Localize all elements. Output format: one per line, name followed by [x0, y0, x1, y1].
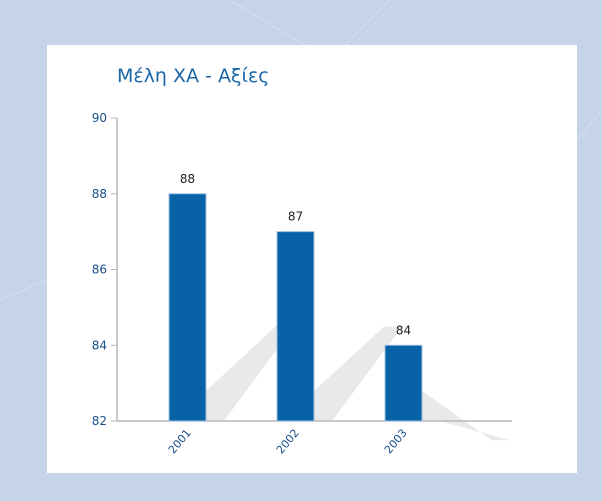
y-tick-label: 88 [92, 187, 107, 201]
bar [168, 193, 207, 422]
bar-shadow [422, 391, 510, 441]
data-label: 84 [396, 323, 411, 337]
y-tick-label: 90 [92, 111, 107, 125]
bar-shadow [314, 326, 402, 421]
bar-shadow [206, 326, 294, 421]
bar [384, 344, 423, 422]
x-tick-label: 2001 [166, 427, 194, 457]
chart-panel: Μέλη ΧΑ - Αξίες 82 84 86 88 90 88 2001 87 2002 84… [47, 45, 577, 473]
bar [276, 231, 315, 422]
chart-title: Μέλη ΧΑ - Αξίες [117, 65, 270, 87]
data-label: 87 [288, 210, 303, 224]
y-tick-label: 82 [92, 414, 107, 428]
bar-chart: 82 84 86 88 90 88 2001 87 2002 84 2003 [92, 111, 512, 457]
x-tick-label: 2002 [274, 427, 302, 457]
data-label: 88 [180, 172, 195, 186]
y-tick-label: 84 [92, 338, 107, 352]
x-tick-label: 2003 [382, 427, 410, 457]
y-tick-label: 86 [92, 263, 107, 277]
